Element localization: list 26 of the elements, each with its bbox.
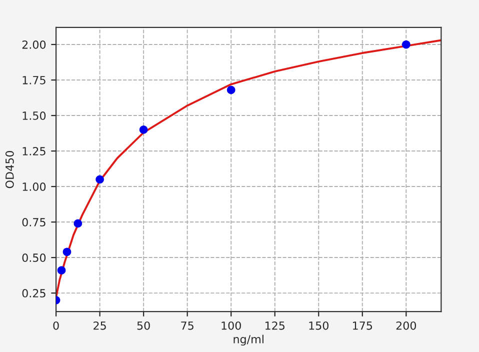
y-tick-label: 0.75 (22, 218, 46, 226)
point (57, 266, 66, 274)
point (96, 175, 104, 184)
y-tick-label: 1.00 (22, 182, 46, 191)
x-tick-label: 125 (265, 321, 284, 330)
point (226, 86, 236, 94)
y-tick-label: 1.25 (22, 147, 46, 156)
x-axis-title: ng/ml (234, 334, 264, 346)
y-tick-label: 0.25 (22, 289, 46, 298)
x-tick-label: 150 (309, 321, 328, 330)
x-tick-label: 50 (137, 321, 150, 330)
x-tick-label: 100 (222, 321, 241, 330)
x-tick-label: 200 (396, 321, 416, 330)
x-tick-label: 0 (53, 321, 59, 330)
point (62, 248, 72, 256)
x-tick-label: 175 (353, 322, 372, 330)
y-tick-label: 1.75 (22, 76, 46, 84)
x-tick-label: 25 (94, 321, 106, 330)
y-tick-label: 1.50 (22, 111, 46, 120)
point (139, 126, 148, 134)
y-axis-title: OD450 (5, 150, 14, 188)
y-tick-label: 0.50 (22, 254, 46, 262)
point (74, 219, 82, 228)
point (402, 40, 410, 49)
y-tick-label: 2.00 (22, 40, 46, 49)
x-tick-label: 75 (181, 322, 194, 330)
